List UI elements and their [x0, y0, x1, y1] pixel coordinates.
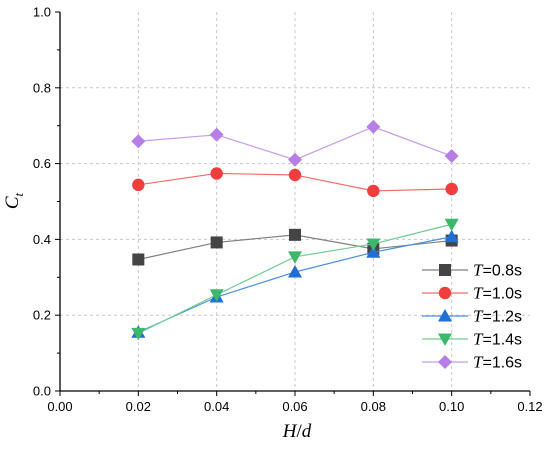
legend-label-var: T [473, 353, 484, 372]
data-point [209, 289, 224, 302]
data-point [444, 229, 459, 243]
series-4 [131, 218, 459, 341]
legend-label-var: T [473, 307, 484, 326]
legend-item-3: T=1.2s [422, 307, 522, 326]
legend-label: T=1.6s [473, 353, 522, 372]
x-axis-title: H/d [282, 421, 312, 442]
legend-marker [438, 355, 452, 369]
y-axis-title: Ct [2, 192, 26, 209]
legend-item-5: T=1.6s [422, 353, 522, 372]
legend-label-rest: =1.4s [482, 332, 522, 349]
data-point [367, 184, 380, 198]
data-point [288, 251, 302, 264]
x-tick-label: 0.02 [126, 399, 151, 414]
x-tick-label: 0.10 [439, 399, 464, 414]
legend-marker [438, 286, 452, 300]
legend-marker [439, 264, 451, 276]
legend: T=0.8sT=1.0sT=1.2sT=1.4sT=1.6s [422, 261, 522, 372]
grid-layer [60, 12, 530, 391]
legend-label-var: T [473, 261, 484, 280]
data-point [210, 167, 223, 180]
data-point [366, 119, 381, 134]
x-axis-title-main: H [282, 421, 298, 442]
data-point [132, 253, 145, 266]
x-axis-title-sub: d [302, 421, 312, 442]
legend-label: T=1.0s [473, 284, 522, 303]
y-tick-label: 0.2 [33, 308, 51, 323]
x-tick-label: 0.06 [282, 399, 307, 414]
data-point [366, 238, 381, 251]
series-2 [132, 167, 458, 198]
legend-label: T=1.2s [473, 307, 522, 326]
data-point [210, 236, 223, 249]
data-point [444, 149, 459, 164]
legend-label-rest: =1.2s [482, 309, 522, 326]
y-tick-label: 1.0 [33, 5, 51, 20]
legend-label-var: T [473, 330, 484, 349]
x-tick-label: 0.08 [361, 399, 386, 414]
x-tick-label: 0.12 [517, 399, 542, 414]
x-tick-label: 0.00 [47, 399, 72, 414]
data-point [444, 218, 459, 232]
data-point [366, 245, 381, 258]
y-tick-label: 0.4 [33, 232, 51, 247]
y-axis-title-sub: t [11, 192, 26, 196]
data-point [131, 134, 146, 149]
series-layer [131, 119, 459, 341]
legend-item-4: T=1.4s [422, 330, 522, 349]
legend-label-rest: =0.8s [482, 263, 522, 280]
data-point [289, 228, 301, 241]
series-5 [131, 119, 459, 167]
y-tick-label: 0.0 [33, 384, 51, 399]
y-tick-label: 0.8 [33, 80, 51, 95]
legend-label: T=0.8s [473, 261, 522, 280]
legend-marker [438, 333, 452, 346]
data-point [132, 178, 145, 192]
legend-item-2: T=1.0s [422, 284, 522, 303]
x-axis-title-sep: / [296, 421, 302, 442]
y-axis-title-main: C [2, 196, 23, 209]
data-point [288, 264, 302, 278]
x-tick-label: 0.04 [204, 399, 229, 414]
legend-label-rest: =1.6s [482, 355, 522, 372]
data-point [131, 327, 146, 341]
data-point [445, 182, 458, 196]
legend-label-rest: =1.0s [482, 286, 522, 303]
data-point [288, 168, 302, 182]
legend-label: T=1.4s [473, 330, 522, 349]
legend-label-var: T [473, 284, 484, 303]
legend-item-1: T=0.8s [422, 261, 522, 280]
legend-marker [438, 309, 452, 322]
y-tick-label: 0.6 [33, 156, 51, 171]
data-point [209, 127, 224, 142]
ticks-layer: 0.00 0.02 0.04 0.06 0.08 0.10 0.12 0.0 0.2 0.4 0.6… [33, 5, 543, 415]
data-point [288, 152, 302, 167]
